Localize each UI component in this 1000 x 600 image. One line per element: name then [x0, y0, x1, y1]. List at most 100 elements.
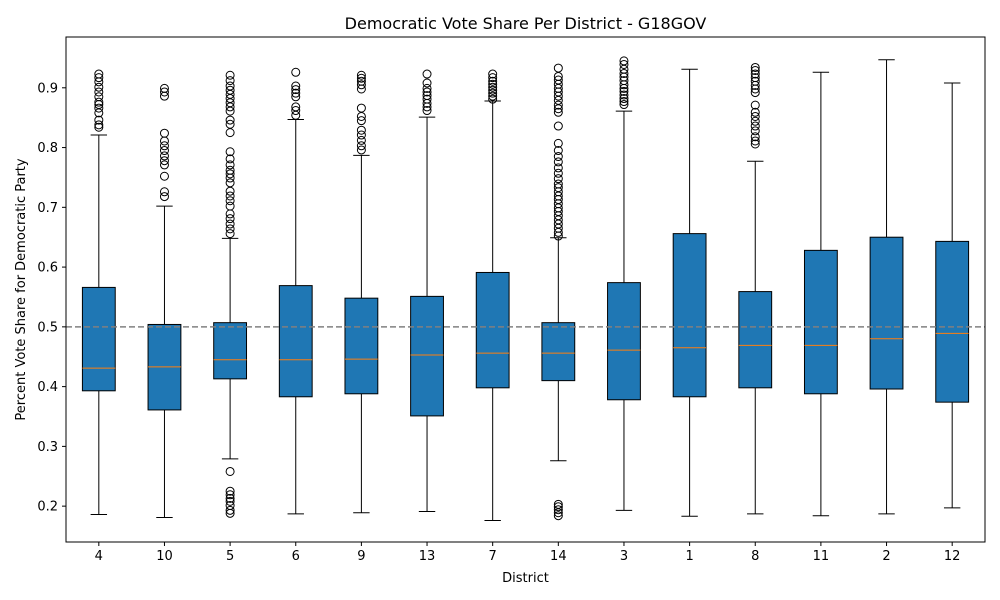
outlier-point: [488, 85, 498, 95]
outlier-point: [422, 78, 432, 88]
outlier-point: [225, 219, 235, 229]
outlier-point: [356, 130, 366, 140]
outlier-point: [619, 100, 629, 110]
plot-area: 0.2 0.3 0.4 0.5 0.6 0.7 0.8 0.9 4 10 5 6 9 13 7 14 3 1 8 11…: [37, 56, 985, 564]
outlier-point: [159, 192, 169, 202]
interquartile-box: [278, 285, 313, 398]
outlier-point: [553, 174, 563, 184]
outlier-point: [553, 163, 563, 173]
outlier-point: [619, 86, 629, 96]
outlier-point: [94, 122, 104, 132]
outlier-point: [94, 73, 104, 83]
x-tick-label: 6: [292, 549, 300, 564]
outlier-point: [553, 121, 563, 131]
outlier-point: [159, 141, 169, 151]
outlier-point: [422, 87, 432, 97]
box-district-12: [935, 82, 970, 509]
outlier-point: [553, 183, 563, 193]
outlier-point: [159, 187, 169, 197]
outlier-point: [225, 505, 235, 515]
outlier-point: [225, 76, 235, 86]
outlier-point: [225, 496, 235, 506]
outlier-point: [750, 132, 760, 142]
outlier-point: [159, 156, 169, 166]
outlier-point: [553, 157, 563, 167]
outlier-point: [488, 88, 498, 98]
outlier-point: [225, 147, 235, 157]
interquartile-box: [738, 291, 773, 389]
outlier-point: [225, 501, 235, 511]
outlier-point: [291, 67, 301, 77]
outlier-point: [553, 168, 563, 178]
outlier-point: [225, 214, 235, 224]
outlier-point: [225, 224, 235, 234]
interquartile-box: [672, 233, 707, 398]
outlier-point: [356, 70, 366, 80]
outlier-point: [94, 115, 104, 125]
outlier-point: [553, 179, 563, 189]
x-tick-label: 5: [226, 549, 234, 564]
outlier-point: [488, 73, 498, 83]
outlier-point: [553, 107, 563, 117]
outlier-point: [94, 120, 104, 130]
outlier-point: [619, 68, 629, 78]
outlier-point: [94, 87, 104, 97]
outlier-point: [619, 90, 629, 100]
y-axis-label: Percent Vote Share for Democratic Party: [14, 158, 29, 421]
outlier-point: [553, 502, 563, 512]
outlier-point: [225, 85, 235, 95]
outlier-point: [553, 100, 563, 110]
box-district-6: [278, 67, 313, 515]
outlier-point: [94, 82, 104, 92]
outlier-point: [750, 100, 760, 110]
outlier-point: [291, 92, 301, 102]
x-tick-label: 13: [419, 549, 436, 564]
box-district-4: [81, 69, 116, 516]
box-district-8: [738, 62, 773, 515]
outlier-point: [422, 94, 432, 104]
interquartile-box: [344, 297, 379, 395]
outlier-point: [619, 76, 629, 86]
y-tick-label: 0.8: [37, 141, 58, 156]
y-tick-label: 0.3: [37, 440, 58, 455]
outlier-point: [225, 490, 235, 500]
box-district-11: [803, 71, 838, 517]
outlier-point: [356, 80, 366, 90]
outlier-point: [553, 511, 563, 521]
outlier-point: [225, 196, 235, 206]
outlier-point: [225, 229, 235, 239]
x-tick-label: 12: [944, 549, 961, 564]
outlier-point: [356, 103, 366, 113]
outlier-point: [750, 62, 760, 72]
x-tick-label: 2: [882, 549, 890, 564]
box-district-3: [607, 56, 641, 511]
outlier-point: [553, 138, 563, 148]
x-tick-label: 9: [357, 549, 365, 564]
box-district-5: [213, 70, 248, 518]
box-district-7: [475, 69, 510, 521]
outlier-point: [356, 73, 366, 83]
outlier-point: [225, 178, 235, 188]
interquartile-box: [935, 240, 970, 403]
outlier-point: [553, 75, 563, 85]
outlier-point: [750, 111, 760, 121]
y-tick-label: 0.6: [37, 261, 58, 276]
outlier-point: [159, 87, 169, 97]
outlier-point: [225, 70, 235, 80]
outlier-point: [619, 94, 629, 104]
outlier-point: [225, 201, 235, 211]
outlier-point: [159, 171, 169, 181]
interquartile-box: [475, 271, 510, 389]
outlier-point: [553, 63, 563, 73]
outlier-point: [553, 146, 563, 156]
outlier-point: [225, 160, 235, 170]
outlier-point: [553, 499, 563, 509]
box-district-1: [672, 68, 707, 517]
box-district-10: [147, 83, 182, 518]
box-district-9: [344, 70, 379, 514]
outlier-point: [225, 466, 235, 476]
outlier-point: [291, 106, 301, 116]
interquartile-box: [803, 249, 838, 395]
outlier-point: [356, 141, 366, 151]
